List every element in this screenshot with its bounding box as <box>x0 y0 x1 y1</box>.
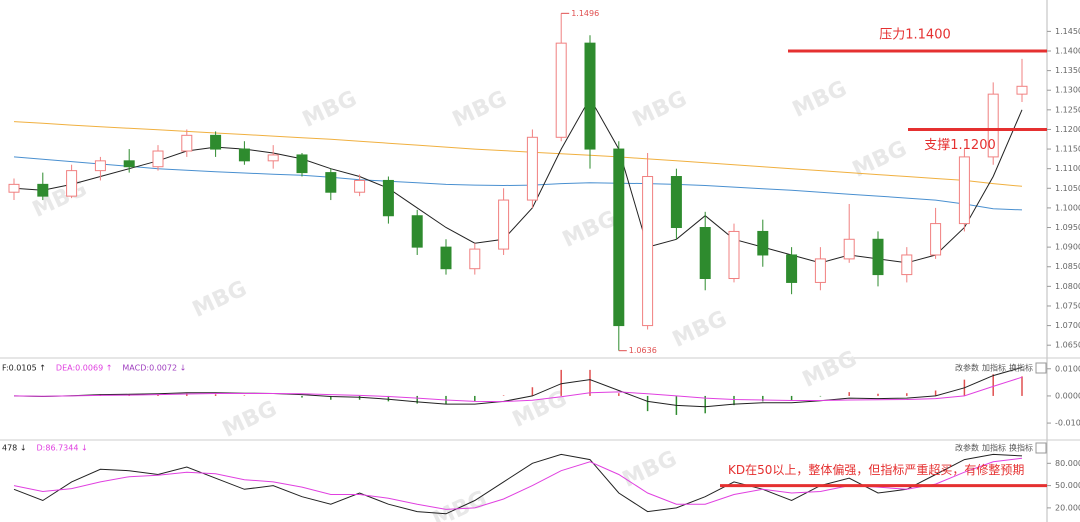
y-tick-label: 20.0000 <box>1055 503 1080 512</box>
candle-body <box>1016 85 1028 95</box>
indicator-button[interactable]: 换指标 <box>1009 443 1033 453</box>
candle-body <box>181 134 193 152</box>
candle-body <box>814 258 826 283</box>
candle-body <box>267 154 279 162</box>
legend-entry: F:0.0105 ↑ <box>2 364 46 373</box>
y-tick-label: 1.1250 <box>1055 105 1080 114</box>
candle-body <box>152 150 164 168</box>
y-tick-label: 1.1050 <box>1055 184 1080 193</box>
y-tick-label: 1.1100 <box>1055 164 1080 173</box>
candle-body <box>411 215 423 248</box>
candle-body <box>901 254 913 276</box>
y-tick-label: 1.0900 <box>1055 243 1080 252</box>
candle-body <box>987 93 999 158</box>
candle-body <box>325 172 337 193</box>
candle-body <box>440 246 452 270</box>
candle-body <box>843 238 855 260</box>
candle-body <box>498 199 510 250</box>
candle-body <box>238 148 250 162</box>
y-tick-label: 1.1450 <box>1055 27 1080 36</box>
candle-body <box>642 176 654 327</box>
line <box>13 376 1023 403</box>
legend-entry: MACD:0.0072 ↓ <box>122 364 186 373</box>
candle-body <box>872 238 884 276</box>
legend-entry: DEA:0.0069 ↑ <box>56 364 112 373</box>
indicator-button[interactable]: 加指标 <box>982 443 1006 453</box>
close-button[interactable] <box>1035 362 1047 374</box>
y-tick-label: 80.0000 <box>1055 459 1080 468</box>
candle-body <box>699 227 711 280</box>
annotation: 压力1.1400 <box>879 27 951 42</box>
candle-body <box>555 42 567 138</box>
line <box>13 366 1023 408</box>
candle-body <box>8 183 20 193</box>
candle-body <box>786 254 798 283</box>
y-tick-label: 0.0000 <box>1055 391 1080 400</box>
y-tick-label: 1.1350 <box>1055 66 1080 75</box>
candle-body <box>526 136 538 201</box>
candle-body <box>382 179 394 217</box>
line <box>13 121 1023 187</box>
candle-body <box>670 176 682 229</box>
legend-entry: 478 ↓ <box>2 444 27 453</box>
y-tick-label: 50.0000 <box>1055 481 1080 490</box>
candle-body <box>37 183 49 197</box>
candle-body <box>210 134 222 150</box>
candle-body <box>94 160 106 172</box>
annotation: KD在50以上，整体偏强，但指标严重超买，有修整预期 <box>728 462 1024 477</box>
y-tick-label: 1.0700 <box>1055 321 1080 330</box>
y-tick-label: 1.0650 <box>1055 341 1080 350</box>
line <box>13 453 1023 515</box>
candle-body <box>613 148 625 327</box>
high-label: 1.1496 <box>571 9 599 18</box>
candle-body <box>296 154 308 174</box>
candle-body <box>757 230 769 256</box>
line <box>13 156 1023 211</box>
y-tick-label: 1.0800 <box>1055 282 1080 291</box>
candle-body <box>123 160 135 168</box>
low-label: 1.0636 <box>629 346 657 355</box>
y-tick-label: 1.0950 <box>1055 223 1080 232</box>
candle-body <box>66 170 78 197</box>
indicator-button[interactable]: 改参数 <box>955 363 979 373</box>
candle-body <box>584 42 596 150</box>
indicator-button[interactable]: 换指标 <box>1009 363 1033 373</box>
close-button[interactable] <box>1035 442 1047 454</box>
y-tick-label: 1.1000 <box>1055 203 1080 212</box>
y-tick-label: 1.0850 <box>1055 262 1080 271</box>
y-tick-label: 1.0750 <box>1055 301 1080 310</box>
legend-entry: D:86.7344 ↓ <box>37 444 88 453</box>
annotation: 支撑1.1200 <box>924 138 996 153</box>
candle-body <box>930 223 942 256</box>
candle-body <box>354 179 366 193</box>
y-tick-label: 1.1300 <box>1055 86 1080 95</box>
candle-body <box>958 156 970 225</box>
indicator-button[interactable]: 改参数 <box>955 443 979 453</box>
indicator-button[interactable]: 加指标 <box>982 363 1006 373</box>
y-tick-label: 1.1200 <box>1055 125 1080 134</box>
y-tick-label: 1.1150 <box>1055 145 1080 154</box>
candle-body <box>469 248 481 270</box>
candle-body <box>728 230 740 280</box>
y-tick-label: 1.1400 <box>1055 46 1080 55</box>
